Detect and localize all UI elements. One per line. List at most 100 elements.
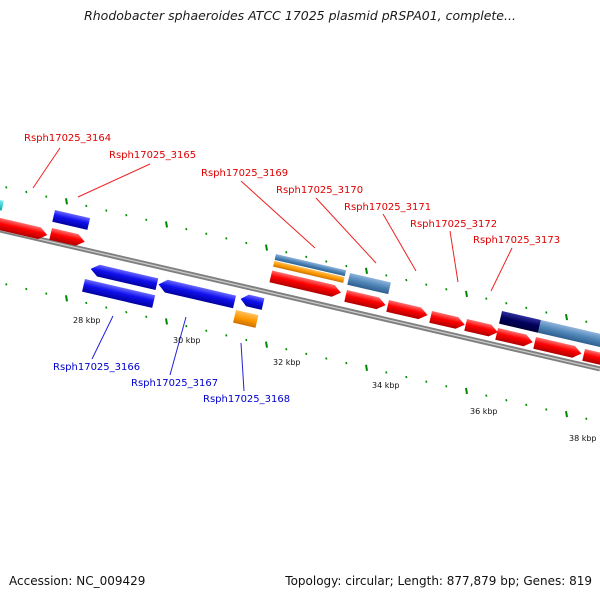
inner-ring-tick: [505, 398, 508, 402]
outer-ring-tick: [185, 227, 188, 231]
gene-label-3173[interactable]: Rsph17025_3173: [473, 235, 560, 246]
inner-ring-tick: [385, 371, 388, 374]
inner-ring-tick: [565, 410, 568, 418]
gene-3173b-arrow[interactable]: [533, 337, 582, 360]
gene-label-3171[interactable]: Rsph17025_3171: [344, 202, 431, 213]
map-title: Rhodobacter sphaeroides ATCC 17025 plasm…: [84, 8, 516, 23]
gene-label-3168[interactable]: Rsph17025_3168: [203, 394, 290, 405]
inner-ring-tick: [25, 287, 28, 291]
outer-ring-tick: [325, 260, 328, 263]
scale-label-34kbp: 34 kbp: [372, 381, 400, 390]
backbone-inner: [0, 229, 600, 370]
leader-3167: [169, 316, 187, 376]
gene-labels: Rsph17025_3164 Rsph17025_3165 Rsph17025_…: [24, 133, 560, 405]
scale-labels: 28 kbp 30 kbp 32 kbp 34 kbp 36 kbp 38 kb…: [73, 316, 597, 443]
outer-ring-tick: [265, 244, 268, 251]
inner-ring-tick: [165, 318, 168, 325]
gene-3172-arrow[interactable]: [429, 311, 466, 331]
outer-ring-tick: [225, 237, 228, 240]
gene-3169-steel-box[interactable]: [274, 254, 347, 277]
leader-3172: [449, 230, 459, 283]
gene-label-3166[interactable]: Rsph17025_3166: [53, 362, 140, 373]
gene-3173-navy-box[interactable]: [499, 311, 541, 333]
gene-3167-arrow[interactable]: [157, 278, 236, 309]
gene-3170-steel-box[interactable]: [347, 273, 391, 295]
outer-ring-tick: [65, 198, 68, 205]
gene-3171-arrow[interactable]: [386, 300, 429, 321]
inner-ring-tick: [105, 306, 108, 309]
inner-ring-tick: [225, 334, 228, 337]
leader-3165: [77, 163, 151, 198]
inner-ring-tick: [585, 417, 588, 420]
outer-ring-tick: [345, 264, 348, 268]
feature-track-reverse: [82, 263, 265, 328]
gene-3165-arrow[interactable]: [49, 228, 86, 248]
leader-3164: [32, 147, 61, 189]
gene-3173-arrow[interactable]: [495, 328, 534, 348]
gene-3168-orange-box[interactable]: [233, 310, 259, 328]
gene-3169-arrow[interactable]: [269, 270, 342, 299]
outer-ring-tick: [585, 320, 588, 323]
inner-ring-tick: [185, 324, 188, 328]
outer-ring-tick: [145, 218, 148, 222]
inner-ring-tick: [325, 357, 328, 360]
accession-info: Accession: NC_009429: [9, 574, 145, 588]
inner-ring-tick: [85, 301, 88, 305]
outer-ring-tick: [505, 301, 508, 305]
gene-3165-blue-box[interactable]: [52, 210, 91, 230]
gene-3170-arrow[interactable]: [344, 290, 387, 311]
inner-ring-tick: [445, 385, 448, 388]
inner-ring-tick: [405, 375, 408, 379]
inner-ring-tick: [545, 408, 548, 411]
gene-label-3164[interactable]: Rsph17025_3164: [24, 133, 111, 144]
gene-3169-orange-box[interactable]: [273, 260, 345, 283]
gene-3172b-arrow[interactable]: [464, 319, 499, 338]
inner-ring-tick: [5, 283, 8, 286]
cyan-feature[interactable]: [0, 198, 4, 211]
inner-ring-tick: [285, 348, 288, 351]
leader-3169: [240, 180, 316, 249]
inner-ring-tick: [45, 292, 48, 295]
gene-3166-upper-arrow[interactable]: [89, 263, 159, 291]
gene-3173-steel-box[interactable]: [538, 320, 600, 349]
outer-ring-tick: [125, 213, 128, 217]
scale-label-30kbp: 30 kbp: [173, 336, 201, 345]
outer-ring-tick: [85, 204, 88, 208]
scale-label-32kbp: 32 kbp: [273, 358, 301, 367]
inner-ring-tick: [125, 310, 128, 314]
inner-ring-tick: [65, 295, 68, 302]
outer-ring-tick: [25, 190, 28, 194]
scale-label-28kbp: 28 kbp: [73, 316, 101, 325]
gene-3164-arrow[interactable]: [0, 217, 49, 241]
leader-3173: [490, 247, 513, 292]
inner-ring-tick: [205, 329, 208, 332]
outer-ring-tick: [305, 255, 308, 259]
accession-value: NC_009429: [76, 574, 146, 588]
gene-label-3172[interactable]: Rsph17025_3172: [410, 219, 497, 230]
leader-3170: [315, 197, 377, 264]
outer-ring-tick: [445, 288, 448, 291]
gene-label-3165[interactable]: Rsph17025_3165: [109, 150, 196, 161]
outer-ring-tick: [465, 290, 468, 298]
scale-label-36kbp: 36 kbp: [470, 407, 498, 416]
outer-ring-tick: [45, 195, 48, 198]
inner-ring-tick: [145, 315, 148, 319]
outer-ring-tick: [205, 232, 208, 235]
gene-3166-lower-box[interactable]: [82, 279, 156, 308]
leader-3171: [382, 213, 417, 272]
gene-3174-arrow[interactable]: [582, 349, 600, 369]
gene-label-3170[interactable]: Rsph17025_3170: [276, 185, 363, 196]
inner-ring-tick: [485, 394, 488, 397]
gene-3168-blue-arrow[interactable]: [239, 293, 265, 310]
leader-3166: [91, 315, 114, 360]
tick-rings: [5, 186, 588, 420]
genome-summary: Topology: circular; Length: 877,879 bp; …: [285, 574, 592, 588]
outer-ring-tick: [285, 251, 288, 254]
outer-ring-tick: [405, 278, 408, 282]
gene-label-3167[interactable]: Rsph17025_3167: [131, 378, 218, 389]
gene-label-3169[interactable]: Rsph17025_3169: [201, 168, 288, 179]
outer-ring-tick: [545, 311, 548, 314]
inner-ring-tick: [345, 361, 348, 365]
outer-ring-tick: [565, 313, 568, 321]
